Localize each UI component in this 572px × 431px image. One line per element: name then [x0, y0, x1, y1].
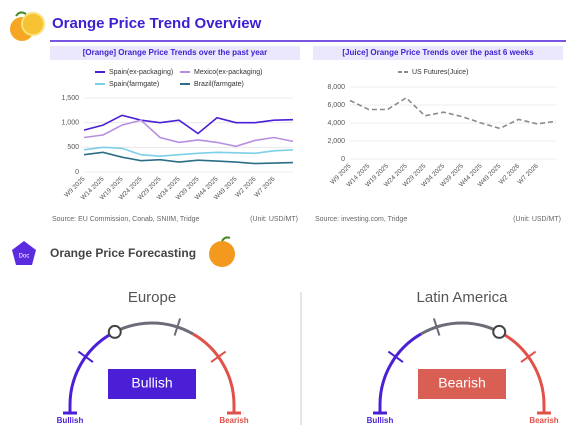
gauge-right-label: Bearish	[219, 416, 248, 425]
y-tick-label: 4,000	[327, 120, 345, 127]
gauge-arc	[378, 332, 422, 406]
unit-note: (Unit: USD/MT)	[250, 216, 298, 223]
gauge-tick	[210, 350, 227, 363]
gauge-arc	[192, 332, 236, 406]
doc-icon	[12, 241, 36, 265]
gauge-arc	[68, 332, 112, 406]
series-line	[83, 119, 294, 148]
series-line	[349, 96, 557, 130]
panel-title-bar	[313, 46, 563, 60]
gauge-tick	[77, 350, 94, 363]
gauge-knob	[107, 324, 122, 339]
series-line	[83, 146, 294, 158]
outlook-label: Bullish	[131, 375, 172, 391]
leaf	[221, 236, 231, 242]
y-tick-label: 0	[75, 169, 79, 176]
gauge-arc	[502, 332, 546, 406]
header-icon	[10, 11, 45, 41]
y-tick-label: 1,000	[61, 120, 79, 127]
orange-slice	[21, 12, 45, 36]
series-line	[83, 151, 294, 165]
outlook-box	[108, 369, 196, 399]
panel-title-bar	[50, 46, 300, 60]
region-name: Europe	[128, 289, 176, 306]
panel-title: [Juice] Orange Price Trends over the pas…	[342, 48, 534, 57]
source-note: Source: investing.com, Tridge	[315, 216, 407, 223]
outlook-label: Bearish	[438, 375, 485, 391]
gauge-knob	[492, 324, 507, 339]
legend-label: Spain(farmgate)	[109, 81, 159, 88]
gauge-right-label: Bearish	[529, 416, 558, 425]
y-tick-label: 500	[67, 144, 79, 151]
outlook-box	[418, 369, 506, 399]
x-tick-label: W7 2026	[253, 175, 277, 199]
gauge-arc	[110, 321, 194, 336]
gauge-tick	[520, 350, 537, 363]
doc-icon-label: Doc	[19, 254, 30, 260]
y-tick-label: 1,500	[61, 95, 79, 102]
gauge-arc	[420, 321, 504, 336]
forecast-title: Orange Price Forecasting	[50, 246, 196, 260]
gauge-tick	[432, 318, 441, 336]
y-tick-label: 6,000	[327, 102, 345, 109]
unit-note: (Unit: USD/MT)	[513, 216, 561, 223]
gauge-tick	[173, 318, 182, 336]
legend-label: US Futures(Juice)	[412, 69, 468, 76]
region-name: Latin America	[417, 289, 509, 306]
source-note: Source: EU Commission, Conab, SNIIM, Tri…	[52, 216, 200, 223]
series-line	[83, 114, 294, 135]
y-tick-label: 8,000	[327, 84, 345, 91]
leaf	[15, 11, 27, 17]
panel-title: [Orange] Orange Price Trends over the pa…	[83, 48, 268, 57]
y-tick-label: 0	[341, 156, 345, 163]
legend-label: Brazil(farmgate)	[194, 81, 244, 88]
page-title: Orange Price Trend Overview	[52, 15, 262, 32]
legend-label: Mexico(ex-packaging)	[194, 69, 262, 76]
gauge-left-label: Bullish	[57, 416, 84, 425]
orange-icon	[209, 241, 235, 267]
x-tick-label: W7 2026	[517, 162, 541, 186]
legend-label: Spain(ex-packaging)	[109, 69, 173, 76]
gauge-left-label: Bullish	[367, 416, 394, 425]
gauge-tick	[387, 350, 404, 363]
y-tick-label: 2,000	[327, 138, 345, 145]
